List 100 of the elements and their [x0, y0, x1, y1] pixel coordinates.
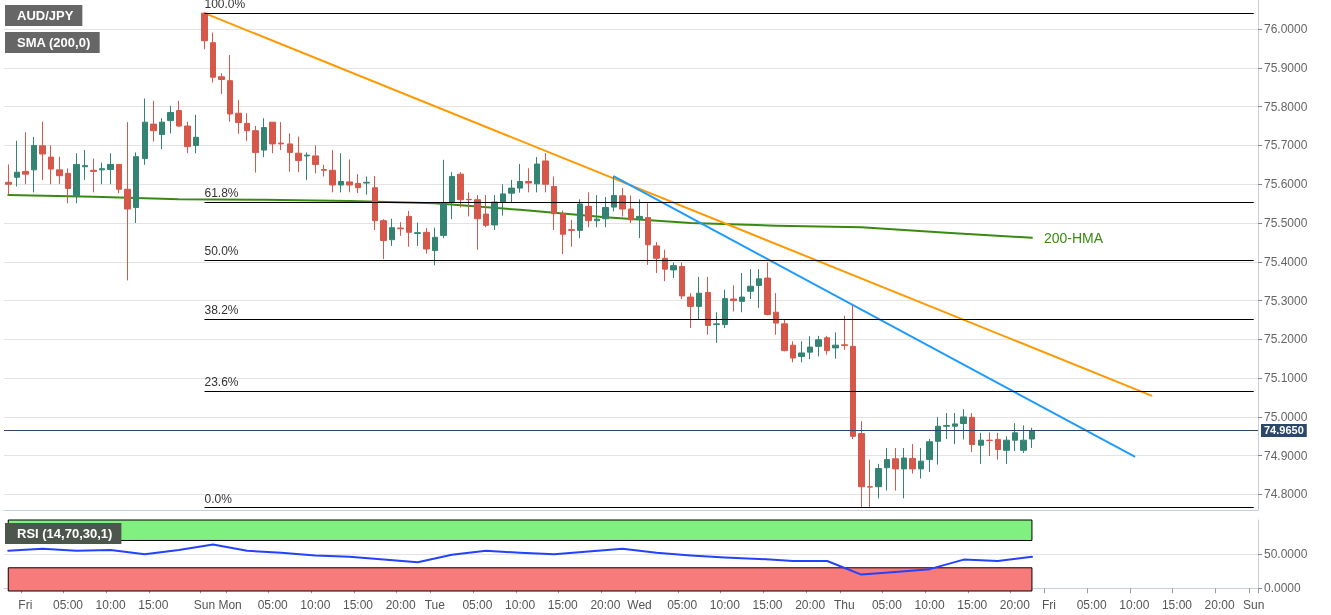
candlestick [730, 284, 737, 312]
y-tick-label: 75.1000 [1264, 371, 1308, 386]
x-tick-label: 15:00 [752, 598, 783, 612]
candlestick [628, 194, 634, 224]
candlestick [389, 218, 395, 247]
candlestick [363, 175, 370, 196]
candlestick [159, 117, 165, 150]
candlestick [884, 447, 890, 492]
x-tick-label: 05:00 [462, 598, 493, 612]
candlestick [679, 262, 685, 300]
candlestick [244, 112, 250, 142]
x-tick-label: 15:00 [343, 598, 374, 612]
candlestick [901, 447, 907, 499]
candlestick [978, 432, 984, 465]
candlestick [142, 98, 148, 166]
candlestick [670, 262, 677, 279]
candlestick [841, 315, 848, 351]
candlestick [65, 167, 71, 204]
candlestick [696, 276, 702, 321]
candlestick [449, 171, 455, 220]
y-tick-label: 75.0000 [1264, 409, 1308, 424]
candlestick [687, 292, 694, 329]
candlestick [346, 158, 353, 193]
candlestick [99, 162, 105, 185]
x-tick-label: 20:00 [795, 598, 826, 612]
candlestick [261, 117, 267, 158]
x-tick-label: 20:00 [590, 598, 621, 612]
candlestick [926, 438, 933, 473]
candlestick [619, 187, 626, 217]
candlestick [380, 218, 387, 260]
candlestick [287, 132, 293, 173]
candlestick [56, 156, 63, 185]
candlestick [807, 335, 813, 360]
y-tick-label: 76.0000 [1264, 22, 1308, 37]
y-tick-label: 75.3000 [1264, 293, 1308, 308]
candlestick [764, 262, 771, 316]
candlestick [457, 171, 464, 208]
y-tick-label: 75.8000 [1264, 99, 1308, 114]
chart-title: RSI (14,70,30,1) [17, 526, 113, 541]
candlestick [252, 125, 259, 174]
candlestick [1012, 422, 1018, 452]
y-tick-label: 75.4000 [1264, 254, 1308, 269]
candlestick [645, 202, 651, 266]
candlestick [943, 412, 950, 440]
y-tick-label: 75.9000 [1264, 60, 1308, 75]
annotation: 38.2% [204, 302, 239, 317]
annotation: 50.0% [204, 244, 239, 259]
x-tick-label: Sun [193, 598, 216, 612]
candlestick [107, 152, 114, 185]
candlestick [304, 151, 310, 181]
candlestick [969, 412, 975, 453]
candlestick [48, 144, 54, 185]
x-tick-label: 05:00 [871, 598, 903, 612]
x-tick-label: 05:00 [667, 598, 698, 612]
line-series [7, 543, 1033, 576]
x-tick-label: Fri [1042, 598, 1056, 612]
candlestick [960, 408, 967, 440]
candlestick [585, 191, 592, 228]
candlestick [235, 99, 242, 135]
candlestick [508, 179, 515, 203]
candlestick [892, 447, 899, 492]
candlestick [31, 136, 37, 193]
candlestick [747, 268, 754, 300]
x-tick-label: 10:00 [709, 598, 741, 612]
series-label: 200-HMA [1043, 229, 1104, 246]
candlestick [551, 175, 557, 231]
candlestick [1003, 435, 1010, 465]
candlestick [406, 210, 412, 248]
candlestick [705, 276, 711, 336]
y-tick-label: 0.0000 [1264, 581, 1302, 596]
candlestick [722, 289, 728, 329]
candlestick [184, 121, 191, 154]
candlestick [116, 163, 122, 194]
candlestick [22, 131, 29, 185]
candlestick [798, 340, 805, 363]
x-tick-label: 10:00 [300, 598, 331, 612]
candlestick [824, 335, 830, 355]
x-tick-label: 15:00 [957, 598, 988, 612]
annotation: 0.0% [204, 491, 233, 506]
candlestick [542, 152, 549, 193]
candlestick [986, 431, 993, 457]
candlestick [935, 416, 941, 466]
x-tick-label: 20:00 [1204, 598, 1235, 612]
x-tick-label: 10:00 [1119, 598, 1150, 612]
candlestick [534, 156, 540, 193]
x-tick-label: 05:00 [52, 598, 84, 612]
x-tick-label: Mon [218, 598, 242, 612]
x-tick-label: Sun [1243, 598, 1265, 612]
y-tick-label: 75.6000 [1264, 177, 1308, 192]
candlestick [397, 221, 404, 237]
candlestick [568, 219, 575, 248]
candlestick [611, 175, 617, 212]
candlestick [653, 241, 660, 274]
candlestick [781, 319, 788, 352]
candlestick [867, 459, 873, 508]
candlestick [372, 175, 378, 231]
candlestick [295, 136, 302, 173]
annotation: 61.8% [204, 186, 239, 201]
candlestick [355, 173, 361, 194]
candlestick [850, 304, 856, 440]
